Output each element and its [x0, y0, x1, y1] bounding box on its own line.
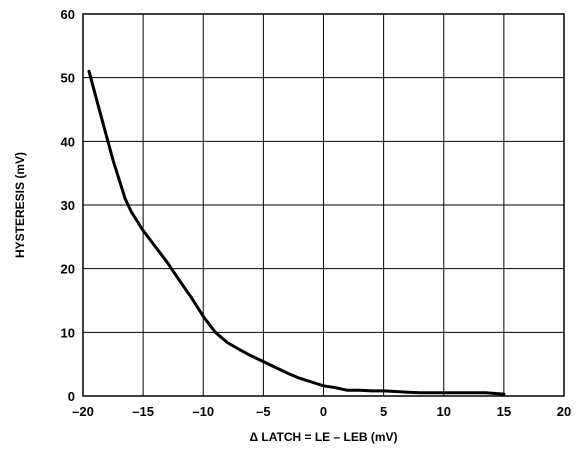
x-tick-label: 20: [557, 404, 571, 419]
x-axis-label: Δ LATCH = LE – LEB (mV): [249, 430, 397, 444]
y-axis-label: HYSTERESIS (mV): [13, 152, 27, 258]
x-tick-label: 15: [497, 404, 511, 419]
hysteresis-curve: [87, 69, 506, 396]
grid: [83, 14, 564, 396]
y-tick-label: 0: [68, 389, 75, 404]
x-tick-label: –20: [72, 404, 94, 419]
x-tick-label: 5: [380, 404, 387, 419]
x-tick-label: –5: [256, 404, 270, 419]
y-tick-label: 10: [61, 325, 75, 340]
plot-frame: [82, 13, 565, 397]
y-tick-label: 40: [61, 134, 75, 149]
x-tick-label: 10: [437, 404, 451, 419]
y-tick-label: 30: [61, 198, 75, 213]
y-tick-label: 20: [61, 262, 75, 277]
y-tick-label: 60: [61, 7, 75, 22]
y-tick-label: 50: [61, 71, 75, 86]
tick-labels: –20 –15 –10 –5 0 5 10 15 20 0 10 20 30 40 50 60: [61, 7, 572, 419]
x-tick-label: –15: [132, 404, 154, 419]
x-tick-label: –10: [192, 404, 214, 419]
x-tick-label: 0: [320, 404, 327, 419]
